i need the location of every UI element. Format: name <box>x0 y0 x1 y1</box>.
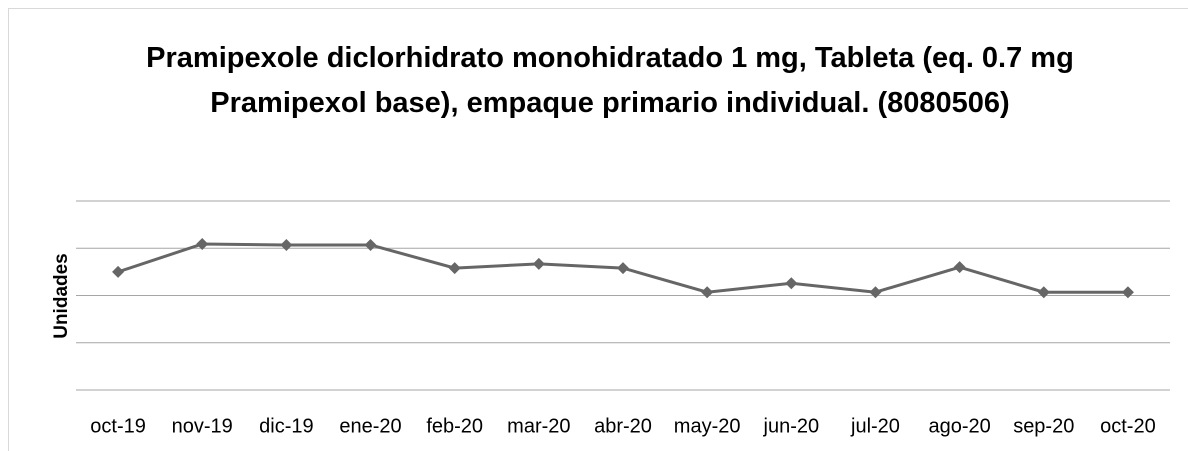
marker <box>617 262 629 275</box>
x-tick-label: jul-20 <box>850 415 900 437</box>
chart-title: Pramipexole diclorhidrato monohidratado … <box>146 42 1074 119</box>
marker <box>785 277 798 290</box>
y-axis-label: Unidades <box>51 253 72 339</box>
marker <box>112 265 125 278</box>
chart-border <box>8 8 1188 451</box>
marker <box>1037 286 1050 299</box>
x-tick-label: ene-20 <box>339 415 401 437</box>
x-tick-label: oct-20 <box>1100 415 1156 437</box>
x-tick-label: nov-19 <box>172 415 233 437</box>
marker <box>1121 286 1134 299</box>
marker <box>869 286 882 299</box>
x-tick-label: jun-20 <box>763 415 820 437</box>
marker <box>196 237 209 250</box>
x-tick-label: may-20 <box>674 415 741 437</box>
marker <box>953 261 966 274</box>
x-tick-label: sep-20 <box>1013 415 1074 437</box>
x-tick-label: feb-20 <box>426 415 483 437</box>
marker <box>701 286 714 299</box>
x-tick-label: ago-20 <box>928 415 990 437</box>
x-tick-label: dic-19 <box>259 415 313 437</box>
x-tick-label: abr-20 <box>594 415 652 437</box>
marker <box>532 257 545 270</box>
marker <box>280 238 293 251</box>
marker <box>448 262 461 275</box>
x-tick-label: mar-20 <box>507 415 570 437</box>
x-tick-label: oct-19 <box>90 415 146 437</box>
marker <box>364 238 377 251</box>
